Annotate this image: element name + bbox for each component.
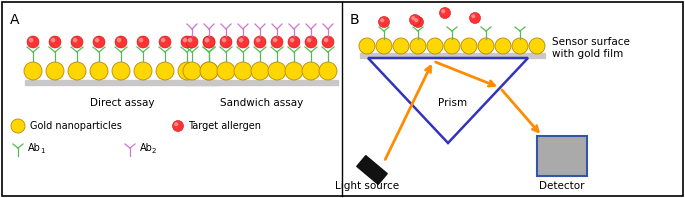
Circle shape — [222, 38, 226, 42]
Circle shape — [173, 121, 184, 131]
Text: B: B — [350, 13, 360, 27]
Circle shape — [471, 14, 475, 18]
Circle shape — [156, 62, 174, 80]
Circle shape — [159, 36, 171, 48]
Circle shape — [239, 38, 243, 42]
Circle shape — [412, 16, 423, 28]
Bar — [537, 136, 587, 176]
Circle shape — [234, 62, 252, 80]
Circle shape — [68, 62, 86, 80]
Circle shape — [307, 38, 312, 42]
Circle shape — [359, 38, 375, 54]
Circle shape — [200, 62, 218, 80]
Circle shape — [178, 62, 196, 80]
Circle shape — [237, 36, 249, 48]
Text: Sensor surface
with gold film: Sensor surface with gold film — [552, 37, 630, 59]
Text: Target allergen: Target allergen — [188, 121, 261, 131]
Circle shape — [137, 36, 149, 48]
Circle shape — [495, 38, 511, 54]
Circle shape — [444, 38, 460, 54]
Circle shape — [205, 38, 210, 42]
Circle shape — [376, 38, 392, 54]
Circle shape — [273, 38, 277, 42]
Circle shape — [379, 16, 390, 28]
Circle shape — [73, 38, 77, 42]
Text: A: A — [10, 13, 19, 27]
Circle shape — [188, 38, 192, 42]
Circle shape — [183, 38, 188, 42]
Circle shape — [290, 38, 295, 42]
Circle shape — [183, 62, 201, 80]
Circle shape — [93, 36, 105, 48]
Circle shape — [414, 18, 419, 22]
Circle shape — [139, 38, 143, 42]
Circle shape — [427, 38, 443, 54]
Circle shape — [203, 36, 215, 48]
Circle shape — [117, 38, 121, 42]
Text: 2: 2 — [152, 148, 156, 154]
Circle shape — [285, 62, 303, 80]
Circle shape — [302, 62, 320, 80]
Circle shape — [441, 9, 445, 13]
Text: Light source: Light source — [335, 181, 399, 191]
Circle shape — [529, 38, 545, 54]
Circle shape — [410, 38, 426, 54]
Text: Direct assay: Direct assay — [90, 98, 154, 108]
Circle shape — [380, 18, 384, 22]
Circle shape — [27, 36, 39, 48]
Text: Detector: Detector — [539, 181, 585, 191]
Circle shape — [410, 14, 421, 26]
Circle shape — [24, 62, 42, 80]
Circle shape — [181, 36, 193, 48]
Polygon shape — [357, 156, 387, 184]
Circle shape — [205, 38, 210, 42]
Circle shape — [271, 36, 283, 48]
Circle shape — [268, 62, 286, 80]
Circle shape — [217, 62, 235, 80]
Circle shape — [319, 62, 337, 80]
Circle shape — [134, 62, 152, 80]
Circle shape — [512, 38, 528, 54]
Circle shape — [51, 38, 55, 42]
Circle shape — [186, 36, 198, 48]
Circle shape — [305, 36, 317, 48]
Circle shape — [115, 36, 127, 48]
Circle shape — [411, 16, 415, 20]
Circle shape — [95, 38, 99, 42]
Circle shape — [322, 36, 334, 48]
Circle shape — [112, 62, 130, 80]
Circle shape — [254, 36, 266, 48]
Circle shape — [11, 119, 25, 133]
Circle shape — [161, 38, 165, 42]
Circle shape — [174, 122, 178, 126]
Circle shape — [461, 38, 477, 54]
Text: Prism: Prism — [438, 98, 468, 108]
Bar — [25, 80, 219, 85]
Circle shape — [324, 38, 328, 42]
Text: Gold nanoparticles: Gold nanoparticles — [30, 121, 122, 131]
Bar — [360, 53, 545, 58]
Text: Ab: Ab — [140, 143, 153, 153]
Circle shape — [256, 38, 260, 42]
Bar — [185, 80, 338, 85]
Text: Ab: Ab — [28, 143, 41, 153]
Circle shape — [440, 8, 451, 18]
Circle shape — [478, 38, 494, 54]
Circle shape — [29, 38, 34, 42]
Circle shape — [49, 36, 61, 48]
Circle shape — [200, 62, 218, 80]
Circle shape — [220, 36, 232, 48]
Text: 1: 1 — [40, 148, 45, 154]
Circle shape — [46, 62, 64, 80]
Circle shape — [288, 36, 300, 48]
Text: Sandwich assay: Sandwich assay — [220, 98, 303, 108]
Circle shape — [393, 38, 409, 54]
Circle shape — [251, 62, 269, 80]
Circle shape — [203, 36, 215, 48]
Circle shape — [71, 36, 83, 48]
Circle shape — [90, 62, 108, 80]
Circle shape — [469, 12, 480, 24]
